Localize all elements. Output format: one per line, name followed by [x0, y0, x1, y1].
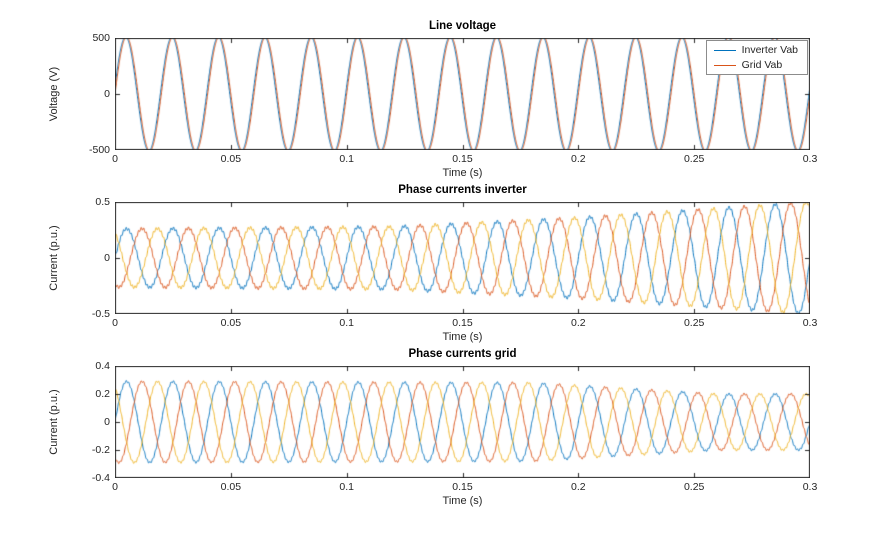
x-tick-label: 0.15 [452, 153, 473, 165]
x-axis-label: Time (s) [442, 167, 483, 179]
x-axis-label: Time (s) [442, 495, 483, 507]
plot-title: Phase currents inverter [398, 184, 527, 196]
y-tick-label: 500 [92, 32, 110, 44]
y-tick-labels: -500 0 500 [66, 32, 110, 156]
y-axis-label: Current (p.u.) [48, 225, 60, 291]
x-tick-label: 0.2 [571, 481, 586, 493]
waveform-canvas [115, 366, 810, 478]
x-tick-label: 0.3 [802, 317, 818, 329]
x-axis-label: Time (s) [442, 331, 483, 343]
subplot-line-voltage: Line voltage Voltage (V) -500 0 500 0 0.05 0… [48, 20, 817, 179]
x-tick-label: 0.1 [339, 153, 354, 165]
x-tick-label: 0.15 [452, 481, 473, 493]
x-tick-label: 0.05 [220, 153, 242, 165]
y-tick-label: 0 [104, 252, 110, 264]
x-tick-label: 0.1 [339, 481, 354, 493]
plot-area: -500 0 500 0 0.05 0.1 0.15 0.2 0.25 0.3 Inverter… [89, 32, 817, 165]
y-tick-label: 0 [104, 88, 110, 100]
y-tick-label: -0.4 [91, 472, 110, 484]
x-tick-labels: 0 0.05 0.1 0.15 0.2 0.25 0.3 [112, 314, 817, 329]
y-axis-label: Current (p.u.) [48, 389, 60, 455]
y-tick-labels: -0.5 0 0.5 [66, 196, 110, 320]
plot-area: -0.5 0 0.5 0 0.05 0.1 0.15 0.2 0.25 0.3 [92, 196, 817, 329]
y-axis-label: Voltage (V) [48, 66, 60, 122]
plot-title: Phase currents grid [408, 348, 517, 360]
x-tick-label: 0 [112, 481, 118, 493]
legend-entry: Inverter Vab [713, 44, 798, 56]
y-tick-labels: -0.4 -0.2 0 0.2 0.4 [66, 360, 110, 484]
x-tick-labels: 0 0.05 0.1 0.15 0.2 0.25 0.3 [112, 478, 817, 493]
subplot-phase-currents-grid: Phase currents grid Current (p.u.) -0.4-… [48, 348, 817, 507]
x-tick-label: 0.3 [802, 153, 818, 165]
legend-entry-label: Inverter Vab [741, 44, 798, 56]
x-tick-label: 0.25 [683, 317, 705, 329]
legend-entry: Grid Vab [713, 59, 798, 71]
y-tick-label: -0.2 [91, 444, 110, 456]
legend-entry-label: Grid Vab [741, 59, 783, 71]
legend-line-swatch [713, 49, 736, 51]
y-tick-label: 0.2 [95, 388, 110, 400]
x-tick-label: 0 [112, 317, 118, 329]
plot-title: Line voltage [428, 20, 497, 32]
x-tick-label: 0.05 [220, 317, 242, 329]
x-tick-label: 0.25 [683, 481, 705, 493]
y-tick-label: 0 [104, 416, 110, 428]
y-tick-label: -500 [88, 144, 110, 156]
x-tick-label: 0.25 [683, 153, 705, 165]
y-tick-label: 0.5 [95, 196, 110, 208]
x-tick-label: 0.3 [802, 481, 818, 493]
waveform-canvas [115, 202, 810, 314]
x-tick-label: 0.1 [339, 317, 354, 329]
legend-box: Inverter Vab Grid Vab [705, 40, 808, 75]
x-tick-label: 0 [112, 153, 118, 165]
x-tick-labels: 0 0.05 0.1 0.15 0.2 0.25 0.3 [112, 150, 817, 165]
subplot-phase-currents-inverter: Phase currents inverter Current (p.u.) -… [48, 184, 817, 343]
legend-line-swatch [713, 64, 736, 66]
waveform-canvas [115, 38, 810, 150]
x-tick-label: 0.05 [220, 481, 242, 493]
y-tick-label: 0.4 [95, 360, 110, 372]
x-tick-label: 0.15 [452, 317, 473, 329]
x-tick-label: 0.2 [571, 317, 586, 329]
plot-area: -0.4 -0.2 0 0.2 0.4 0 0.05 0.1 0.15 0.2 0.25 0.3 [92, 360, 817, 493]
x-tick-label: 0.2 [571, 153, 586, 165]
y-tick-label: -0.5 [91, 308, 110, 320]
